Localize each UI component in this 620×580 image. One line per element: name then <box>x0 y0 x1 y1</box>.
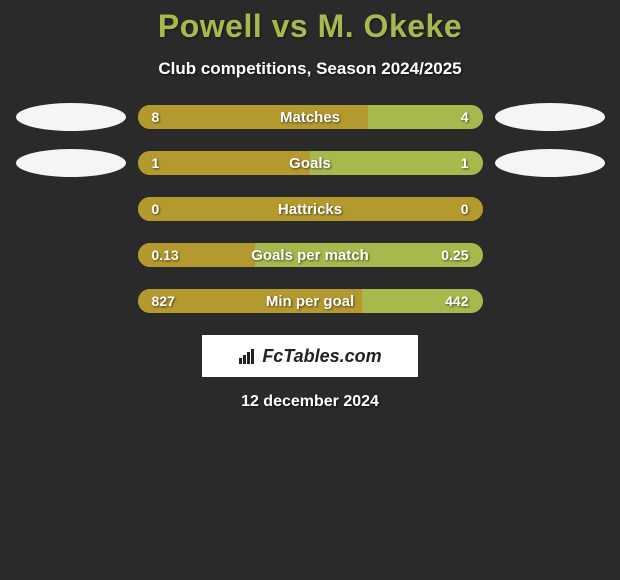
player-ellipse-left <box>16 149 126 177</box>
stat-row: 0.13 0.25 Goals per match <box>0 243 620 267</box>
value-right: 4 <box>461 109 469 125</box>
stat-label: Matches <box>280 109 340 126</box>
value-left: 827 <box>152 293 175 309</box>
date-text: 12 december 2024 <box>0 393 620 411</box>
brand-box[interactable]: FcTables.com <box>202 335 418 377</box>
value-right: 442 <box>445 293 468 309</box>
comparison-container: Powell vs M. Okeke Club competitions, Se… <box>0 0 620 411</box>
stat-bar: 8 4 Matches <box>138 105 483 129</box>
value-left: 0.13 <box>152 247 179 263</box>
stat-row: 8 4 Matches <box>0 105 620 129</box>
stat-bar: 827 442 Min per goal <box>138 289 483 313</box>
bar-fill-left <box>138 151 311 175</box>
value-right: 0 <box>461 201 469 217</box>
stat-label: Goals per match <box>251 247 369 264</box>
value-right: 0.25 <box>441 247 468 263</box>
bar-chart-icon <box>238 348 258 364</box>
stat-row: 827 442 Min per goal <box>0 289 620 313</box>
player-ellipse-left <box>16 103 126 131</box>
player-ellipse-right <box>495 149 605 177</box>
stat-row: 1 1 Goals <box>0 151 620 175</box>
value-right: 1 <box>461 155 469 171</box>
value-left: 1 <box>152 155 160 171</box>
stat-bar: 0.13 0.25 Goals per match <box>138 243 483 267</box>
stats-list: 8 4 Matches 1 1 Goals 0 0 Hattricks 0.13 0.25 Goals… <box>0 105 620 313</box>
subtitle: Club competitions, Season 2024/2025 <box>0 59 620 79</box>
stat-label: Hattricks <box>278 201 342 218</box>
stat-label: Min per goal <box>266 293 354 310</box>
brand-label: FcTables.com <box>238 346 381 367</box>
stat-row: 0 0 Hattricks <box>0 197 620 221</box>
page-title: Powell vs M. Okeke <box>0 8 620 45</box>
value-left: 8 <box>152 109 160 125</box>
value-left: 0 <box>152 201 160 217</box>
stat-bar: 1 1 Goals <box>138 151 483 175</box>
player-ellipse-right <box>495 103 605 131</box>
stat-bar: 0 0 Hattricks <box>138 197 483 221</box>
brand-text: FcTables.com <box>262 346 381 367</box>
stat-label: Goals <box>289 155 331 172</box>
